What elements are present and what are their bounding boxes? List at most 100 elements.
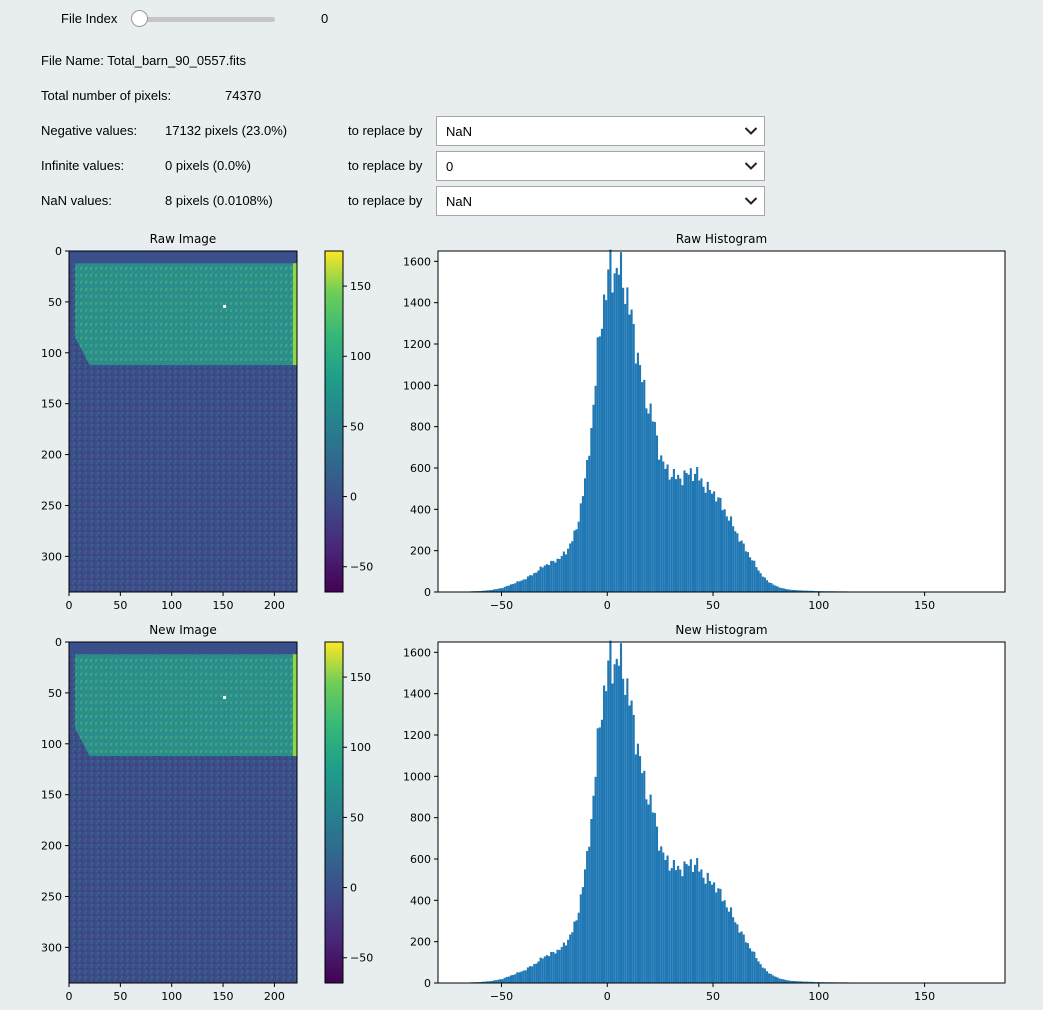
new-histogram-bar (537, 961, 540, 983)
raw-histogram-xtick-label: 50 (706, 599, 720, 612)
new-image-xtick-label: 200 (264, 990, 285, 1003)
raw-histogram-bar (518, 581, 521, 592)
raw-histogram-bar (672, 468, 675, 592)
new-histogram-bar (596, 728, 599, 983)
new-histogram-bar (651, 812, 654, 983)
raw-histogram-bar (793, 589, 796, 592)
raw-histogram-bar (753, 560, 756, 592)
new-histogram-bar (583, 869, 587, 983)
new-histogram-bar (681, 876, 684, 983)
new-image-ytick-label: 150 (41, 789, 62, 802)
new-histogram-bar (600, 719, 604, 983)
raw-colorbar-tick-label: 150 (350, 280, 371, 293)
new-histogram-bar (603, 685, 606, 983)
raw-histogram-bar (482, 590, 485, 592)
new-histogram-plot: New Histogram −50 0 50 100 150 0 200 400 600 800 10… (403, 623, 1006, 1003)
infinite-replace-dropdown[interactable]: 0 (436, 151, 765, 181)
nan-replace-selected: NaN (446, 194, 473, 209)
infinite-replace-selected: 0 (446, 159, 454, 174)
raw-histogram-bar (526, 576, 529, 592)
raw-histogram-bar (740, 540, 743, 592)
raw-histogram-xtick-label: 100 (808, 599, 829, 612)
chevron-down-icon (744, 162, 758, 170)
raw-histogram-bar (742, 543, 745, 592)
new-colorbar (324, 641, 344, 984)
file-index-slider-handle[interactable] (131, 10, 148, 27)
raw-histogram-bar (727, 520, 730, 592)
raw-histogram-bar (668, 479, 671, 592)
raw-histogram-bar (592, 404, 595, 592)
file-index-slider[interactable] (140, 17, 275, 22)
raw-histogram-bar (651, 421, 654, 592)
new-image-top-strip (69, 642, 297, 655)
new-histogram-bar (499, 979, 502, 983)
new-image-band-texture (75, 654, 297, 757)
new-image-xtick-label: 150 (213, 990, 234, 1003)
new-histogram-bar (670, 867, 673, 983)
new-histogram-bar (749, 948, 752, 983)
new-histogram-bar (693, 864, 697, 983)
new-histogram-bar (672, 859, 675, 983)
raw-histogram-bar (704, 492, 707, 592)
new-histogram-bar (677, 865, 680, 983)
new-histogram-bar (653, 812, 656, 983)
raw-histogram-bar (630, 309, 633, 592)
raw-histogram-bar (545, 564, 549, 592)
new-histogram-bar (717, 888, 720, 983)
new-histogram-bar (738, 932, 741, 983)
new-histogram-bar (541, 958, 544, 983)
new-histogram-bar (647, 804, 650, 983)
raw-image-ytick-label: 300 (41, 550, 62, 563)
new-histogram-bar (765, 971, 769, 983)
raw-histogram-bar (505, 585, 508, 592)
raw-image-xtick-label: 100 (161, 599, 182, 612)
raw-histogram-bar (583, 478, 587, 592)
raw-histogram-bar (586, 459, 589, 592)
new-colorbar-tick-label: 50 (350, 811, 364, 824)
raw-histogram-bar (641, 382, 644, 592)
new-histogram-bar (607, 660, 610, 983)
new-histogram-bar (643, 770, 646, 983)
new-histogram-bar (516, 972, 519, 983)
new-image-xtick-label: 0 (66, 990, 73, 1003)
raw-histogram-bar (670, 476, 673, 592)
new-histogram-bar (780, 979, 783, 983)
raw-histogram-bar (615, 267, 618, 592)
raw-histogram-bar (797, 590, 800, 592)
raw-histogram-bar (687, 474, 690, 592)
raw-histogram-bar (556, 558, 559, 592)
raw-colorbar-tick-label: −50 (350, 561, 373, 574)
file-name-label: File Name: Total_barn_90_0557.fits (41, 53, 247, 68)
raw-histogram-bar (543, 565, 546, 592)
new-histogram-bar (562, 942, 565, 983)
new-histogram-bar (723, 900, 726, 983)
new-histogram-bar (501, 979, 504, 983)
raw-histogram-bar (528, 575, 532, 592)
new-histogram-bar (526, 967, 529, 983)
negative-values-count: 17132 pixels (23.0%) (165, 123, 288, 138)
new-image-ytick-label: 300 (41, 941, 62, 954)
new-histogram-bar (509, 975, 513, 983)
nan-replace-dropdown[interactable]: NaN (436, 186, 765, 216)
raw-histogram-bar (562, 551, 565, 592)
new-histogram-bar (674, 870, 678, 983)
new-image-ytick-label: 0 (55, 636, 62, 649)
new-histogram-bar (507, 976, 510, 983)
new-histogram-bar (518, 972, 521, 983)
raw-histogram-bar (537, 570, 540, 592)
negative-replace-dropdown[interactable]: NaN (436, 116, 765, 146)
new-histogram-bar (564, 945, 568, 983)
raw-histogram-bar (729, 516, 733, 592)
new-histogram-bar (810, 981, 813, 983)
raw-histogram-bar (488, 590, 491, 592)
new-histogram-ytick-label: 1600 (403, 646, 431, 659)
new-histogram-bar (710, 884, 714, 983)
new-histogram-bar (514, 974, 517, 983)
raw-histogram-bar (509, 584, 513, 592)
raw-histogram-bar (683, 470, 686, 592)
new-histogram-bar (575, 920, 578, 983)
raw-histogram-bar (649, 403, 652, 592)
raw-image-ytick-label: 100 (41, 347, 62, 360)
raw-histogram-bar (713, 491, 716, 592)
